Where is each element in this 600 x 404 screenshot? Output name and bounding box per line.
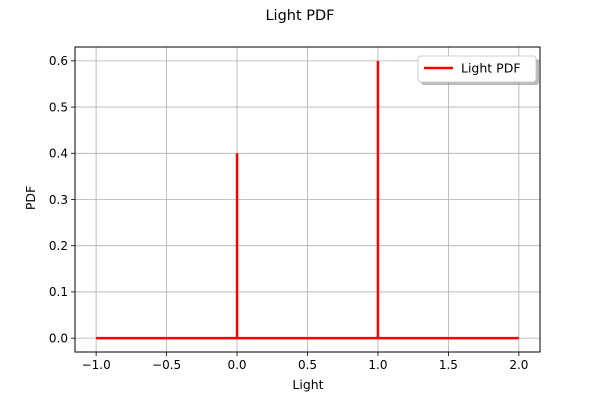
series-line	[96, 60, 519, 340]
chart-title: Light PDF	[265, 8, 334, 24]
legend-label: Light PDF	[461, 61, 521, 76]
y-axis-label: PDF	[23, 186, 38, 210]
x-axis-label: Light	[292, 377, 323, 392]
x-tick-label: 1.5	[439, 358, 458, 372]
x-tick-label: 0.5	[298, 358, 317, 372]
x-tick-label: 0.0	[227, 358, 246, 372]
x-tick-label: −1.0	[82, 358, 111, 372]
y-tick-label: 0.1	[49, 285, 68, 299]
y-tick-label: 0.5	[49, 100, 68, 114]
y-tick-label: 0.0	[49, 331, 68, 345]
y-axis-ticks: 0.0 0.1 0.2 0.3 0.4 0.5 0.6	[49, 54, 75, 345]
x-tick-label: 1.0	[368, 358, 387, 372]
x-tick-label: 2.0	[509, 358, 528, 372]
x-tick-label: −0.5	[152, 358, 181, 372]
series-layer	[96, 60, 519, 340]
y-tick-label: 0.2	[49, 239, 68, 253]
y-tick-label: 0.3	[49, 193, 68, 207]
y-tick-label: 0.6	[49, 54, 68, 68]
legend: Light PDF	[417, 55, 539, 85]
legend-box	[417, 55, 537, 83]
x-axis-ticks: −1.0 −0.5 0.0 0.5 1.0 1.5 2.0	[82, 352, 528, 372]
y-tick-label: 0.4	[49, 147, 68, 161]
